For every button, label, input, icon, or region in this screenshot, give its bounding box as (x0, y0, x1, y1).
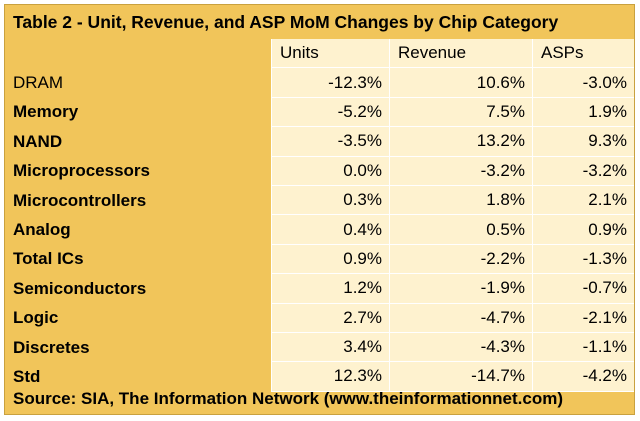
row-category: Total ICs (5, 244, 271, 275)
cell-revenue: 7.5% (389, 97, 532, 128)
cell-revenue: 13.2% (389, 127, 532, 157)
cell-asps: -1.3% (532, 244, 634, 275)
header-category (5, 39, 271, 69)
cell-revenue: 0.5% (389, 215, 532, 245)
cell-revenue: -4.3% (389, 332, 532, 363)
table-row: Std 12.3% -14.7% -4.2% (5, 362, 634, 392)
row-category: Logic (5, 303, 271, 333)
cell-asps: 0.9% (532, 215, 634, 245)
table-title: Table 2 - Unit, Revenue, and ASP MoM Cha… (13, 12, 559, 32)
table-grid: Units Revenue ASPs DRAM -12.3% 10.6% -3.… (5, 39, 634, 392)
row-category: Analog (5, 215, 271, 245)
cell-revenue: -4.7% (389, 303, 532, 333)
table-source: Source: SIA, The Information Network (ww… (13, 389, 564, 408)
cell-units: 1.2% (271, 274, 389, 304)
cell-units: -5.2% (271, 97, 389, 128)
table-row: Semiconductors 1.2% -1.9% -0.7% (5, 274, 634, 304)
cell-units: 0.0% (271, 156, 389, 186)
table-row: Discretes 3.4% -4.3% -1.1% (5, 332, 634, 363)
cell-revenue: -14.7% (389, 362, 532, 392)
header-revenue: Revenue (389, 39, 532, 69)
table-header-row: Units Revenue ASPs (5, 39, 634, 69)
row-category: DRAM (5, 68, 271, 98)
cell-asps: -4.2% (532, 362, 634, 392)
cell-units: 12.3% (271, 362, 389, 392)
row-category: Semiconductors (5, 274, 271, 304)
row-category: Memory (5, 97, 271, 128)
table-row: NAND -3.5% 13.2% 9.3% (5, 127, 634, 157)
table-row: Total ICs 0.9% -2.2% -1.3% (5, 244, 634, 275)
cell-asps: -2.1% (532, 303, 634, 333)
row-category: NAND (5, 127, 271, 157)
row-category: Microprocessors (5, 156, 271, 186)
header-asps: ASPs (532, 39, 634, 69)
header-units: Units (271, 39, 389, 69)
cell-asps: -3.2% (532, 156, 634, 186)
cell-revenue: 1.8% (389, 185, 532, 216)
data-table: Table 2 - Unit, Revenue, and ASP MoM Cha… (4, 4, 635, 415)
table-row: Memory -5.2% 7.5% 1.9% (5, 97, 634, 128)
table-row: Microprocessors 0.0% -3.2% -3.2% (5, 156, 634, 186)
cell-units: 3.4% (271, 332, 389, 363)
row-category: Microcontrollers (5, 185, 271, 216)
table-row: Logic 2.7% -4.7% -2.1% (5, 303, 634, 333)
table-row: Microcontrollers 0.3% 1.8% 2.1% (5, 185, 634, 216)
cell-units: -3.5% (271, 127, 389, 157)
cell-asps: -0.7% (532, 274, 634, 304)
row-category: Discretes (5, 332, 271, 363)
cell-units: 0.9% (271, 244, 389, 275)
cell-revenue: -2.2% (389, 244, 532, 275)
cell-asps: -1.1% (532, 332, 634, 363)
table-row: Analog 0.4% 0.5% 0.9% (5, 215, 634, 245)
cell-revenue: -3.2% (389, 156, 532, 186)
cell-revenue: 10.6% (389, 68, 532, 98)
cell-units: 0.4% (271, 215, 389, 245)
row-category: Std (5, 362, 271, 392)
cell-units: -12.3% (271, 68, 389, 98)
table-row: DRAM -12.3% 10.6% -3.0% (5, 68, 634, 98)
cell-revenue: -1.9% (389, 274, 532, 304)
cell-units: 2.7% (271, 303, 389, 333)
cell-asps: 9.3% (532, 127, 634, 157)
cell-units: 0.3% (271, 185, 389, 216)
cell-asps: 1.9% (532, 97, 634, 128)
cell-asps: -3.0% (532, 68, 634, 98)
cell-asps: 2.1% (532, 185, 634, 216)
